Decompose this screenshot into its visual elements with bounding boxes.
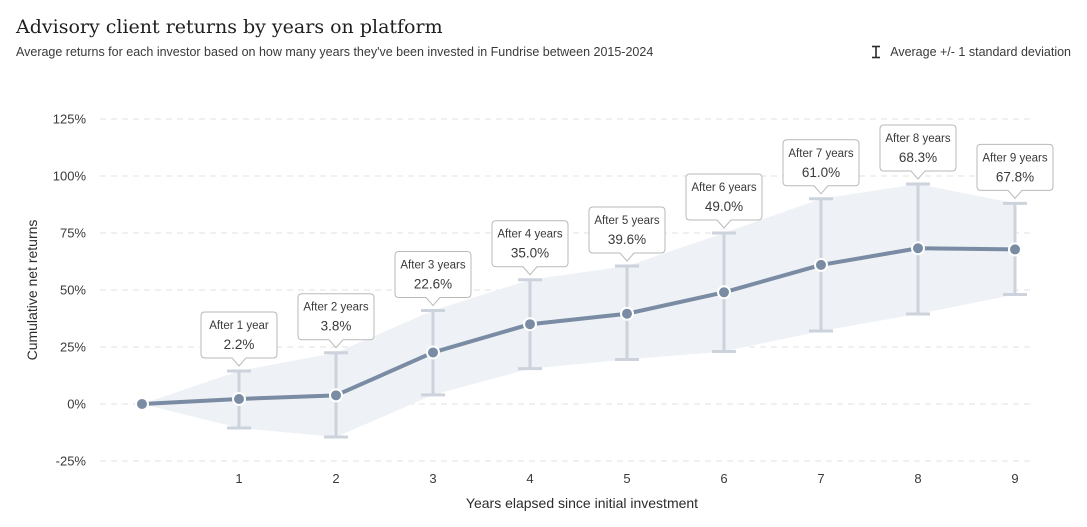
x-tick-label: 2 bbox=[332, 471, 339, 486]
data-point bbox=[1008, 242, 1022, 257]
chart-subtitle: Average returns for each investor based … bbox=[16, 45, 654, 59]
callout-value: 61.0% bbox=[802, 165, 840, 180]
callout-title: After 4 years bbox=[497, 229, 562, 241]
callout-title: After 6 years bbox=[691, 182, 756, 194]
y-tick-label: -25% bbox=[56, 454, 87, 469]
callout-value: 35.0% bbox=[511, 246, 549, 261]
callout-title: After 8 years bbox=[885, 133, 950, 145]
y-tick-label: 75% bbox=[60, 226, 86, 241]
callout: After 7 years 61.0% bbox=[782, 139, 860, 195]
callout-box bbox=[200, 311, 278, 367]
x-tick-label: 9 bbox=[1011, 471, 1018, 486]
chart-title: Advisory client returns by years on plat… bbox=[16, 16, 443, 38]
callout-box bbox=[297, 293, 375, 349]
callout-value: 22.6% bbox=[414, 277, 452, 292]
average-line bbox=[141, 246, 1016, 406]
callout-box bbox=[782, 139, 860, 195]
x-tick-label: 8 bbox=[914, 471, 921, 486]
callout: After 1 year 2.2% bbox=[200, 311, 278, 367]
y-axis-title: Cumulative net returns bbox=[24, 220, 40, 361]
y-tick-label: 0% bbox=[67, 397, 86, 412]
callout-box bbox=[491, 220, 569, 276]
x-tick-label: 3 bbox=[429, 471, 436, 486]
callout-value: 49.0% bbox=[705, 199, 743, 214]
callout-value: 2.2% bbox=[224, 337, 255, 352]
std-dev-band bbox=[142, 183, 1015, 438]
x-tick-label: 1 bbox=[235, 471, 242, 486]
callout-value: 67.8% bbox=[996, 169, 1034, 184]
data-point bbox=[329, 388, 343, 403]
callout: After 4 years 35.0% bbox=[491, 220, 569, 276]
callout: After 5 years 39.6% bbox=[588, 206, 666, 262]
data-point bbox=[911, 241, 925, 256]
callout-title: After 5 years bbox=[594, 215, 659, 227]
callout-value: 68.3% bbox=[899, 150, 937, 165]
error-bar-icon bbox=[872, 45, 881, 59]
callout: After 8 years 68.3% bbox=[879, 124, 957, 180]
data-point bbox=[717, 285, 731, 300]
data-point bbox=[814, 257, 828, 272]
y-tick-label: 50% bbox=[60, 283, 86, 298]
legend: Average +/- 1 standard deviation bbox=[870, 45, 1071, 59]
callout-box bbox=[685, 173, 763, 229]
callout-title: After 7 years bbox=[788, 148, 853, 160]
callout-box bbox=[394, 251, 472, 307]
data-point bbox=[523, 317, 537, 332]
x-tick-label: 7 bbox=[817, 471, 824, 486]
data-point bbox=[232, 391, 246, 406]
y-tick-label: 100% bbox=[53, 169, 87, 184]
x-tick-label: 6 bbox=[720, 471, 727, 486]
callout-title: After 3 years bbox=[400, 260, 465, 272]
callout: After 9 years 67.8% bbox=[976, 143, 1054, 200]
callout-value: 3.8% bbox=[321, 319, 352, 334]
callout-box bbox=[588, 206, 666, 262]
callout: After 6 years 49.0% bbox=[685, 173, 763, 229]
callout-title: After 2 years bbox=[303, 302, 368, 314]
y-tick-label: 25% bbox=[60, 340, 86, 355]
callout-value: 39.6% bbox=[608, 232, 646, 247]
x-tick-label: 4 bbox=[526, 471, 533, 486]
callout-box bbox=[879, 124, 957, 180]
callout-box bbox=[976, 143, 1054, 200]
callout-title: After 1 year bbox=[209, 320, 269, 332]
data-point bbox=[426, 345, 440, 360]
x-axis-title: Years elapsed since initial investment bbox=[466, 495, 698, 511]
data-point bbox=[135, 397, 149, 411]
callout: After 2 years 3.8% bbox=[297, 293, 375, 349]
callout: After 3 years 22.6% bbox=[394, 251, 472, 307]
y-tick-label: 125% bbox=[53, 112, 87, 127]
callout-title: After 9 years bbox=[982, 152, 1047, 164]
data-point bbox=[620, 306, 634, 321]
x-tick-label: 5 bbox=[623, 471, 630, 486]
legend-label: Average +/- 1 standard deviation bbox=[890, 45, 1071, 59]
